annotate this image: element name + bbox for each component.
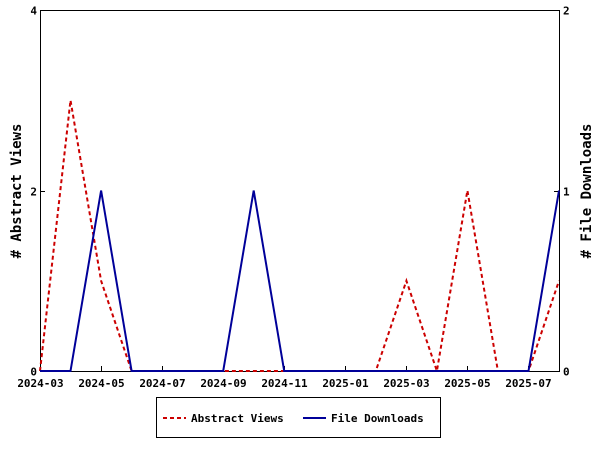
x-tick-label-0: 2024-03	[17, 377, 63, 390]
y-right-axis-title: # File Downloads	[579, 124, 595, 259]
y-left-tick-label-0: 0	[30, 366, 37, 379]
series-line-file-downloads	[40, 190, 560, 372]
legend-label-abstract-views: Abstract Views	[191, 412, 284, 425]
plot-area	[40, 10, 560, 372]
series-line-abstract-views	[39, 100, 560, 372]
legend: Abstract Views File Downloads	[156, 397, 441, 438]
x-tick-label-3: 2024-09	[200, 377, 246, 390]
x-tick-label-4: 2024-11	[261, 377, 308, 390]
axes-layer: 2024-03 2024-05 2024-07 2024-09 2024-11 2025-…	[17, 5, 570, 391]
y-left-tick-label-2: 4	[30, 5, 37, 18]
legend-box	[156, 397, 441, 438]
y-left-axis-title: # Abstract Views	[9, 124, 25, 259]
legend-label-file-downloads: File Downloads	[331, 412, 424, 425]
y-right-tick-label-0: 0	[563, 366, 570, 379]
x-tick-label-2: 2024-07	[139, 377, 185, 390]
x-tick-label-6: 2025-03	[383, 377, 429, 390]
x-tick-label-7: 2025-05	[444, 377, 490, 390]
x-tick-label-5: 2025-01	[322, 377, 369, 390]
x-tick-label-1: 2024-05	[78, 377, 124, 390]
y-right-tick-label-2: 2	[563, 5, 570, 18]
y-right-tick-label-1: 1	[563, 186, 570, 199]
y-left-tick-label-1: 2	[30, 186, 37, 199]
series-layer	[39, 100, 560, 372]
x-tick-label-8: 2025-07	[505, 377, 551, 390]
